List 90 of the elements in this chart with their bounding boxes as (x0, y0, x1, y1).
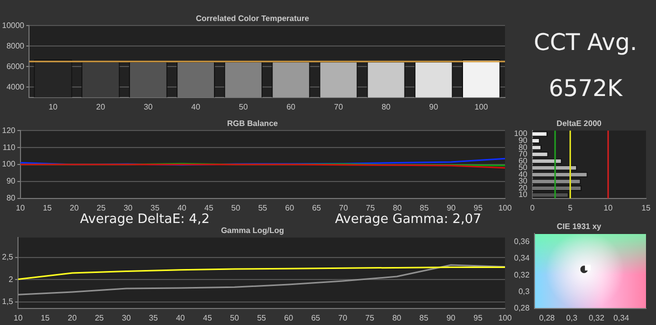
x-tick-label: 45 (204, 203, 214, 212)
y-tick-label: 2,5 (2, 252, 14, 262)
y-tick-label: 20 (518, 183, 528, 192)
x-tick-label: 0,3 (566, 313, 578, 322)
y-tick-label: 8000 (6, 41, 25, 50)
x-tick-label: 10 (48, 102, 58, 112)
x-tick-label: 70 (338, 203, 348, 212)
y-tick-label: 0,36 (514, 237, 530, 246)
text: Average Gamma: 2,07 (335, 212, 482, 227)
x-tick-label: 100 (498, 203, 512, 212)
chart-title: RGB Balance (227, 119, 278, 128)
x-tick-label: 0,32 (588, 313, 605, 322)
x-tick-label: 45 (203, 313, 212, 322)
x-tick-label: 0,34 (613, 313, 630, 322)
x-tick-label: 25 (96, 203, 106, 212)
x-tick-label: 10 (604, 203, 614, 212)
x-tick-label: 5 (568, 203, 574, 212)
x-tick-label: 50 (238, 102, 248, 112)
chart-title: Gamma Log/Log (220, 226, 284, 236)
x-tick-label: 60 (285, 203, 295, 212)
y-tick-label: 70 (518, 150, 528, 159)
x-tick-label: 20 (68, 313, 78, 322)
x-tick-label: 15 (42, 203, 52, 212)
text: 6572K (548, 76, 624, 102)
x-tick-label: 40 (176, 313, 186, 322)
x-tick-label: 65 (311, 313, 321, 322)
x-tick-label: 100 (498, 313, 512, 322)
x-tick-label: 90 (446, 313, 456, 322)
x-tick-label: 80 (382, 102, 392, 112)
x-tick-label: 90 (446, 203, 456, 212)
x-tick-label: 30 (122, 313, 132, 322)
y-tick-label: 30 (518, 176, 528, 186)
x-tick-label: 90 (429, 102, 439, 112)
x-tick-label: 80 (392, 203, 402, 212)
x-tick-label: 20 (70, 203, 80, 212)
x-tick-label: 15 (40, 313, 50, 322)
y-tick-label: 6000 (6, 62, 25, 71)
x-tick-label: 35 (150, 203, 160, 212)
y-tick-label: 110 (2, 142, 16, 152)
x-tick-label: 50 (231, 203, 241, 212)
x-tick-label: 70 (334, 102, 344, 112)
x-tick-label: 40 (177, 203, 187, 212)
x-tick-label: 20 (96, 102, 106, 112)
y-tick-label: 2 (8, 274, 14, 284)
x-tick-label: 35 (148, 313, 158, 322)
y-tick-label: 10 (518, 190, 528, 200)
y-tick-label: 50 (518, 163, 528, 172)
x-tick-label: 85 (420, 203, 430, 212)
chart-title: DeltaE 2000 (556, 119, 602, 128)
chart-title: Correlated Color Temperature (196, 14, 310, 24)
text: Average DeltaE: 4,2 (80, 212, 210, 227)
x-tick-label: 55 (258, 203, 268, 212)
y-tick-label: 120 (2, 126, 16, 135)
y-tick-label: 90 (6, 176, 16, 186)
x-tick-label: 75 (366, 203, 376, 212)
x-tick-label: 50 (230, 313, 240, 322)
x-tick-label: 0,28 (539, 313, 556, 322)
x-tick-label: 60 (284, 313, 294, 322)
x-tick-label: 95 (474, 203, 484, 212)
y-tick-label: 0,28 (514, 304, 530, 313)
y-tick-label: 1,5 (2, 296, 14, 306)
chart-title: CIE 1931 xy (556, 222, 602, 232)
y-tick-label: 60 (518, 156, 528, 166)
x-tick-label: 0 (530, 203, 536, 212)
x-tick-label: 70 (338, 313, 348, 322)
x-tick-label: 30 (144, 102, 154, 112)
y-tick-label: 4000 (6, 82, 25, 92)
y-tick-label: 0,34 (514, 254, 530, 263)
x-tick-label: 85 (419, 313, 429, 322)
y-tick-label: 100 (514, 129, 528, 138)
x-tick-label: 75 (365, 313, 375, 322)
x-tick-label: 30 (124, 203, 134, 212)
y-tick-label: 40 (518, 170, 528, 179)
y-tick-label: 10000 (2, 20, 25, 30)
y-tick-label: 80 (518, 142, 528, 152)
y-tick-label: 90 (518, 136, 528, 145)
x-tick-label: 40 (191, 102, 201, 112)
x-tick-label: 95 (474, 313, 483, 322)
text: CCT Avg. (532, 30, 638, 56)
y-tick-label: 100 (2, 160, 16, 169)
x-tick-label: 25 (94, 313, 104, 322)
y-tick-label: 0,32 (514, 270, 530, 280)
x-tick-label: 100 (474, 102, 488, 112)
x-tick-label: 55 (257, 313, 267, 322)
x-tick-label: 60 (286, 102, 296, 112)
y-tick-label: 80 (6, 194, 16, 203)
x-tick-label: 15 (642, 203, 651, 212)
y-tick-label: 0,3 (518, 286, 530, 296)
x-tick-label: 80 (392, 313, 402, 322)
x-tick-label: 65 (312, 203, 322, 212)
